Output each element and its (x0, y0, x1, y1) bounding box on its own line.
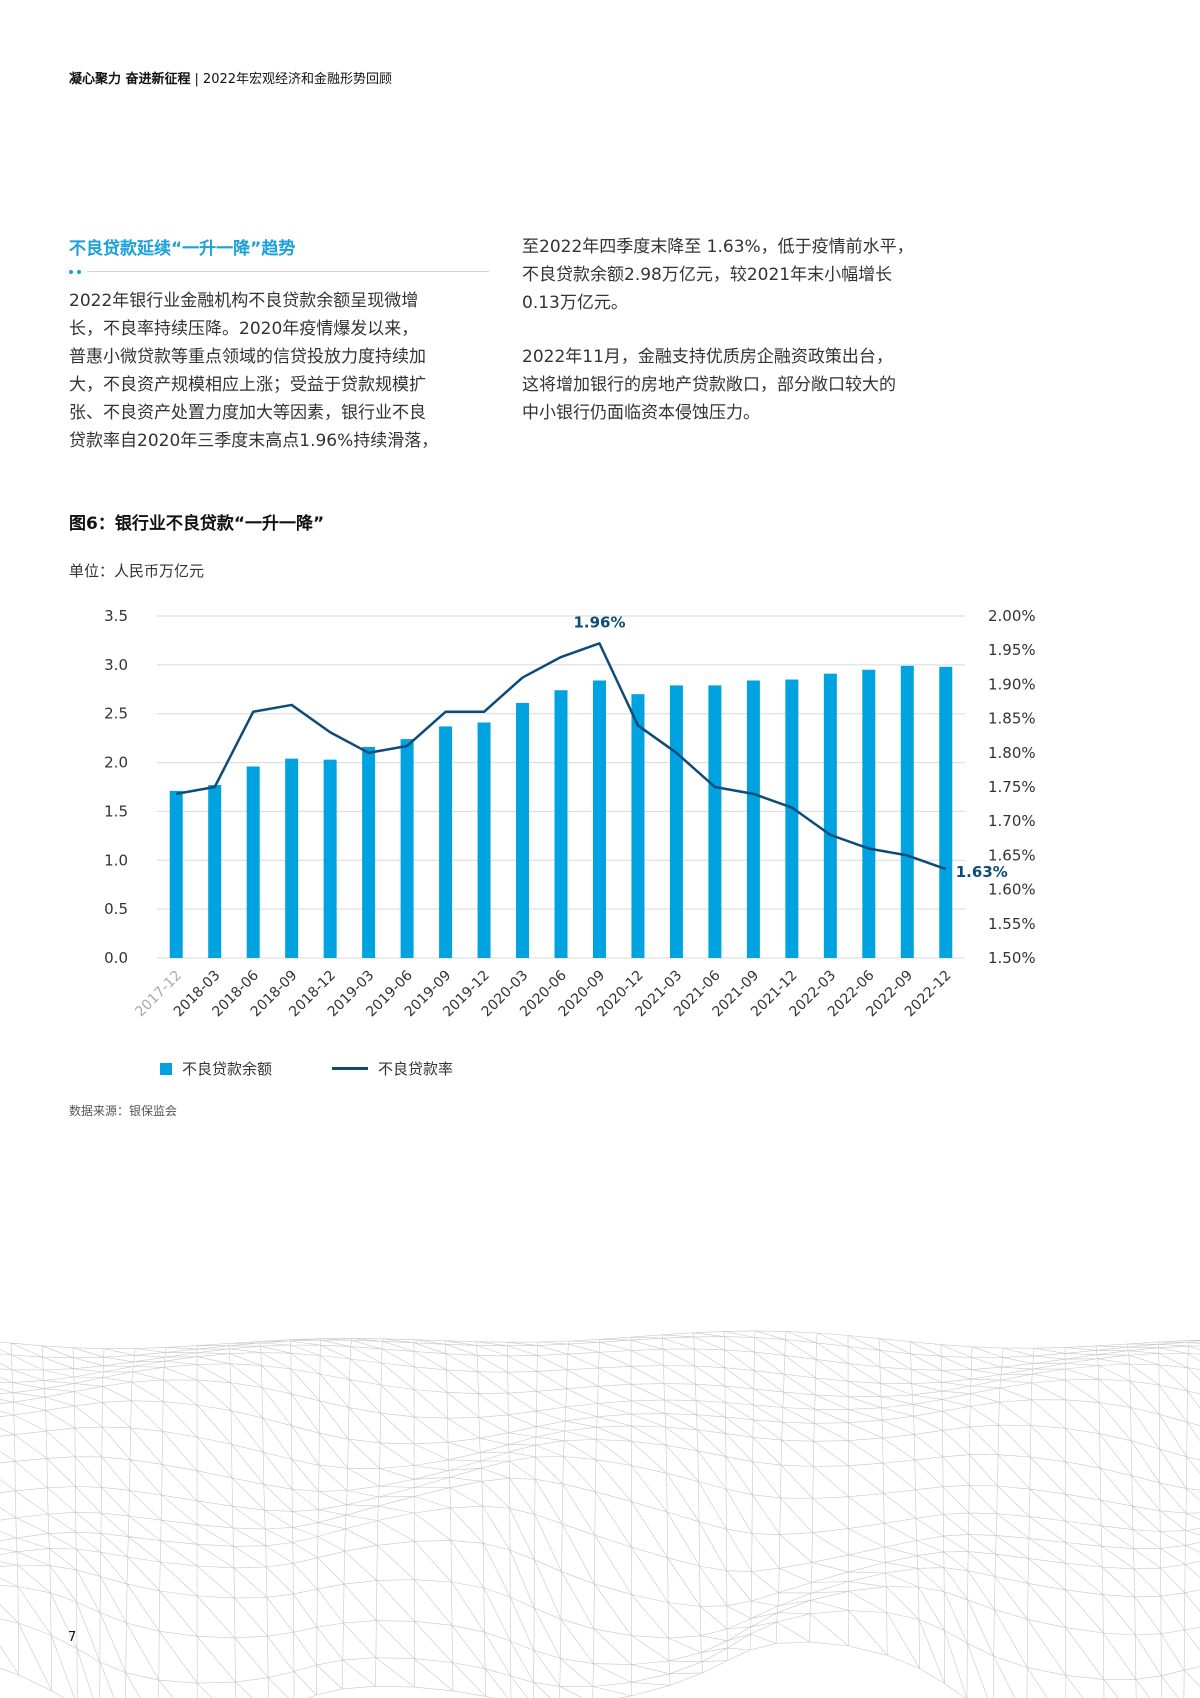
bar (939, 666, 953, 958)
figure-unit: 单位：人民币万亿元 (69, 562, 205, 580)
right-paragraph-1: 至2022年四季度末降至 1.63%，低于疫情前水平， 不良贷款余额2.98万亿… (522, 233, 962, 317)
right-line: 不良贷款余额2.98万亿元，较2021年末小幅增长 (522, 265, 893, 285)
bar (285, 758, 299, 958)
left-column-text: 2022年银行业金融机构不良贷款余额呈现微增 长，不良率持续压降。2020年疫情… (69, 287, 489, 455)
bar (631, 694, 645, 958)
y-left-tick-label: 0.5 (104, 900, 128, 918)
bar (477, 722, 491, 958)
y-left-tick-label: 3.0 (104, 656, 128, 674)
rate-line (176, 642, 947, 871)
left-line: 长，不良率持续压降。2020年疫情爆发以来， (69, 319, 419, 339)
y-right-tick-label: 1.55% (988, 915, 1036, 933)
section-divider (69, 268, 489, 276)
left-line: 张、不良资产处置力度加大等因素，银行业不良 (69, 403, 426, 423)
bar (516, 702, 530, 958)
bar (439, 726, 453, 958)
bar (362, 746, 376, 958)
y-right-tick-label: 1.65% (988, 846, 1036, 864)
y-left-tick-label: 3.5 (104, 607, 128, 625)
legend-line-label: 不良贷款率 (378, 1060, 454, 1078)
y-right-tick-label: 1.80% (988, 744, 1036, 762)
figure-title: 图6：银行业不良贷款“一升一降” (69, 514, 325, 534)
left-line: 大，不良资产规模相应上涨；受益于贷款规模扩 (69, 375, 426, 395)
y-left-tick-label: 0.0 (104, 949, 128, 967)
header-report-title: 2022年宏观经济和金融形势回顾 (202, 72, 393, 87)
bar (169, 790, 183, 958)
bar (823, 673, 837, 958)
y-right-tick-label: 1.85% (988, 710, 1036, 728)
bar (669, 685, 683, 958)
header-slogan: 凝心聚力 奋进新征程 (69, 72, 191, 87)
y-right-tick-label: 1.60% (988, 881, 1036, 899)
right-line: 中小银行仍面临资本侵蚀压力。 (522, 403, 760, 423)
header-separator: | (194, 72, 199, 87)
bar (323, 759, 337, 958)
legend-line-swatch (332, 1067, 369, 1070)
legend-bar-swatch (160, 1062, 172, 1075)
right-line: 至2022年四季度末降至 1.63%，低于疫情前水平， (522, 237, 914, 257)
right-line: 这将增加银行的房地产贷款敞口，部分敞口较大的 (522, 375, 896, 395)
y-right-tick-label: 1.50% (988, 949, 1036, 967)
bar (400, 739, 414, 958)
data-source: 数据来源：银保监会 (69, 1104, 178, 1118)
page-header: 凝心聚力 奋进新征程 | 2022年宏观经济和金融形势回顾 (69, 68, 392, 87)
bar (746, 680, 760, 958)
y-left-tick-label: 1.0 (104, 851, 128, 869)
y-right-tick-label: 1.95% (988, 641, 1036, 659)
bar (785, 679, 799, 958)
chart-legend: 不良贷款余额 不良贷款率 (160, 1058, 453, 1079)
bar (862, 669, 876, 958)
npl-chart: 0.00.51.01.52.02.53.03.51.50%1.55%1.60%1… (104, 607, 1036, 1020)
y-right-tick-label: 2.00% (988, 607, 1036, 625)
right-line: 0.13万亿元。 (522, 293, 628, 313)
y-right-tick-label: 1.75% (988, 778, 1036, 796)
bar (246, 766, 260, 958)
right-column-text: 至2022年四季度末降至 1.63%，低于疫情前水平， 不良贷款余额2.98万亿… (522, 233, 962, 427)
right-line: 2022年11月，金融支持优质房企融资政策出台， (522, 347, 893, 367)
bar (900, 665, 914, 958)
bar (592, 680, 606, 958)
y-left-tick-label: 2.5 (104, 705, 128, 723)
data-label: 1.63% (956, 863, 1008, 881)
page-number: 7 (68, 1630, 77, 1645)
bar (208, 785, 222, 958)
left-line: 贷款率自2020年三季度末高点1.96%持续滑落， (69, 431, 439, 451)
mesh-wave-decoration (0, 1330, 1200, 1698)
legend-bar-label: 不良贷款余额 (182, 1060, 273, 1078)
left-line: 2022年银行业金融机构不良贷款余额呈现微增 (69, 291, 419, 311)
bar (554, 690, 568, 958)
y-right-tick-label: 1.90% (988, 675, 1036, 693)
bar (708, 685, 722, 958)
y-left-tick-label: 2.0 (104, 754, 128, 772)
left-line: 普惠小微贷款等重点领域的信贷投放力度持续加 (69, 347, 426, 367)
y-right-tick-label: 1.70% (988, 812, 1036, 830)
y-left-tick-label: 1.5 (104, 802, 128, 820)
right-paragraph-2: 2022年11月，金融支持优质房企融资政策出台， 这将增加银行的房地产贷款敞口，… (522, 343, 962, 427)
section-title: 不良贷款延续“一升一降”趋势 (69, 239, 296, 259)
data-label: 1.96% (573, 613, 625, 631)
mesh-lines (0, 1330, 1200, 1698)
